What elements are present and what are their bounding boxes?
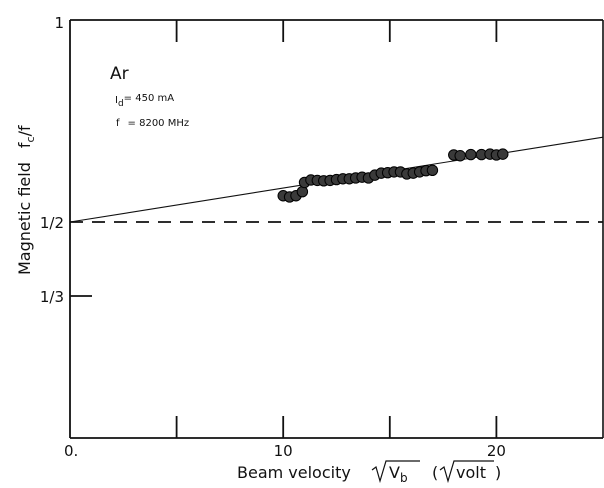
data-point [497, 148, 509, 160]
data-point [465, 148, 477, 161]
x-title-unit-close: ) [495, 463, 501, 482]
y-tick-label-2: 1/3 [40, 288, 64, 306]
x-ticks: 0. 10 20 [64, 20, 506, 460]
x-tick-label-2: 20 [487, 442, 506, 460]
data-point [454, 150, 466, 162]
current-annotation: Id= 450 mA [115, 93, 174, 109]
x-title-unit: volt [456, 463, 486, 482]
gas-label: Ar [110, 64, 129, 84]
y-tick-label-1: 1/2 [40, 214, 64, 232]
data-point [426, 164, 439, 176]
x-title-sqrt-v: Vb [389, 463, 408, 485]
y-tick-label-0: 1 [54, 14, 64, 32]
y-ticks: 1 1/2 1/3 [40, 14, 92, 306]
frequency-annotation: f = 8200 MHz [116, 118, 189, 129]
x-title-sqrt-sign [371, 460, 420, 484]
x-axis-title: Beam velocity [237, 463, 351, 482]
data-point [296, 186, 309, 198]
x-title-unit-open: ( [432, 463, 438, 482]
data-points [277, 148, 509, 203]
x-tick-label-1: 10 [274, 442, 293, 460]
x-tick-label-0: 0. [64, 442, 78, 460]
y-axis-title: Magnetic fieldfc/f [15, 125, 37, 275]
x-title-unit-sqrt-sign [439, 460, 494, 484]
